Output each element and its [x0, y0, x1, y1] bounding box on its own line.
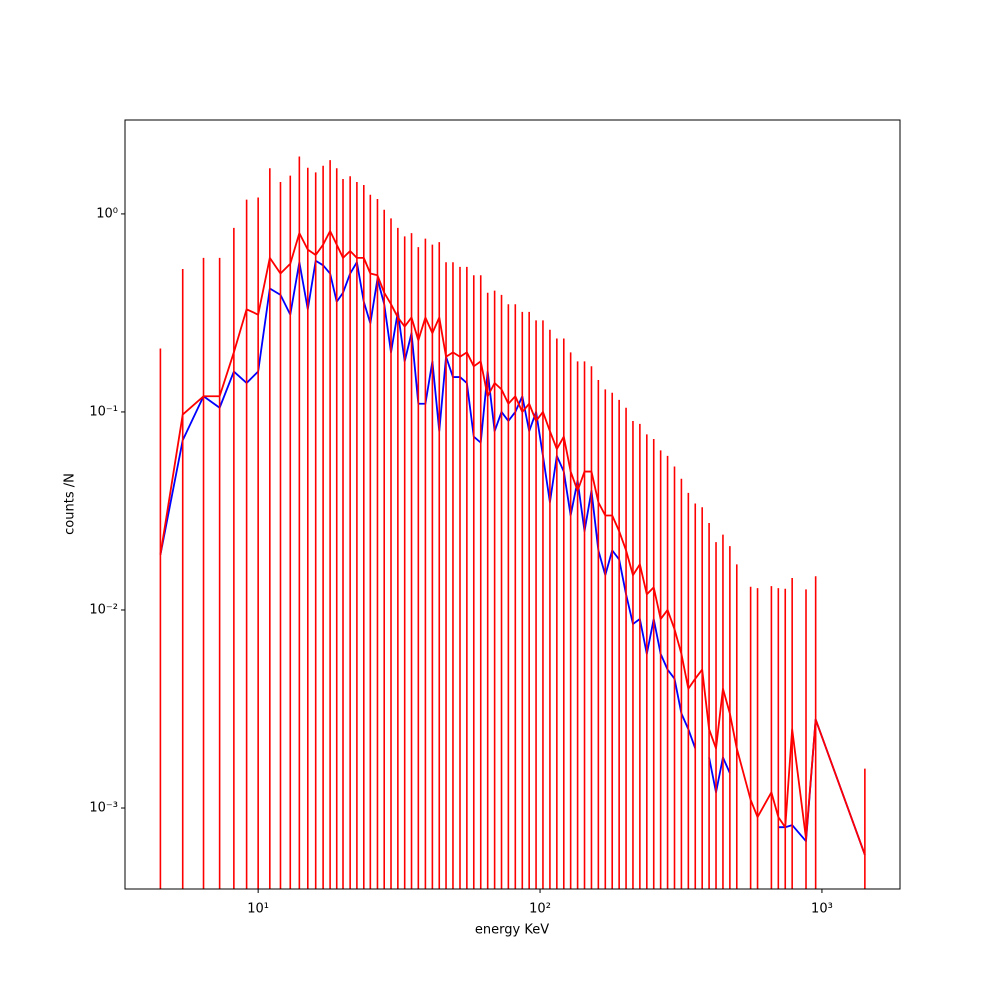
x-tick-label: 10¹ — [247, 902, 269, 917]
data-line — [159, 259, 866, 856]
y-tick-label: 10⁰ — [96, 206, 118, 221]
x-tick-label: 10² — [529, 902, 551, 917]
y-axis-label: counts /N — [63, 473, 78, 535]
plot-area — [159, 156, 866, 889]
y-tick-label: 10⁻² — [89, 602, 118, 617]
x-tick-label: 10³ — [811, 902, 833, 917]
x-axis-label: energy KeV — [475, 923, 549, 938]
axes-frame — [124, 119, 901, 890]
y-tick-label: 10⁻¹ — [89, 404, 118, 419]
data-line — [159, 230, 866, 856]
y-tick-label: 10⁻³ — [89, 801, 118, 816]
